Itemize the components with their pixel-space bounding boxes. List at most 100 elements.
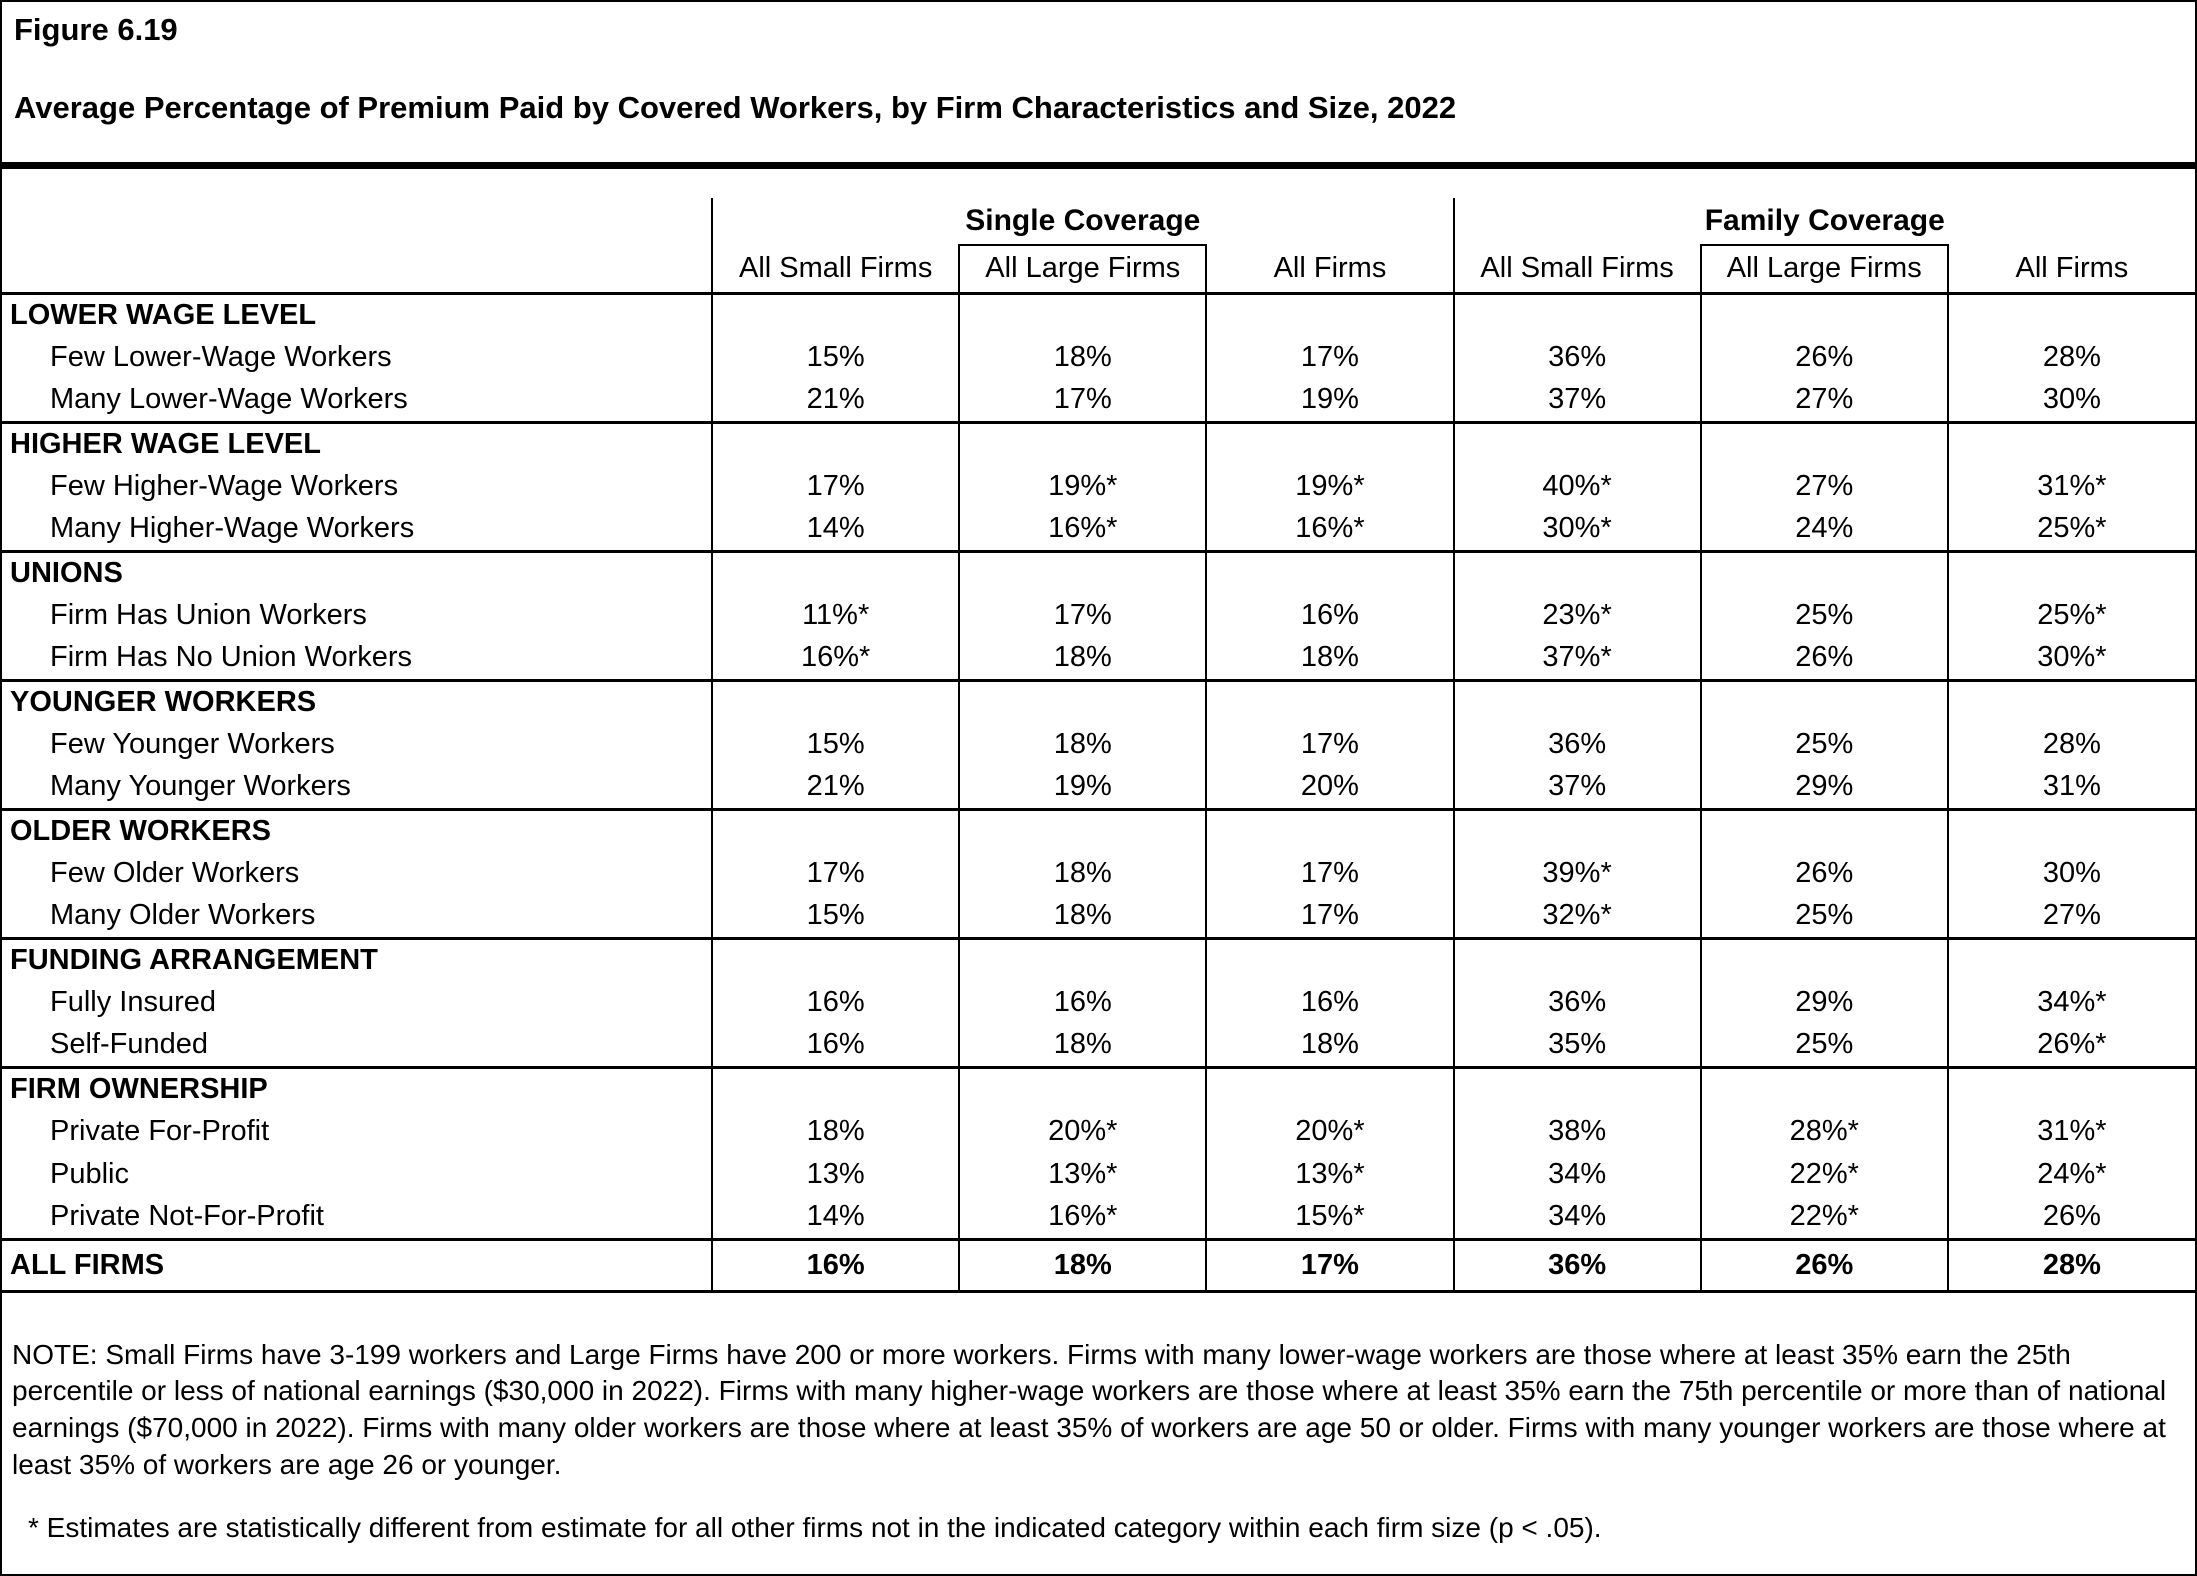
value-cell: 17% [1205, 852, 1454, 895]
table-row: Many Younger Workers 21% 19% 20% 37% 29%… [2, 766, 2195, 809]
row-label: Few Lower-Wage Workers [50, 341, 392, 373]
value-cell: 19%* [958, 465, 1207, 508]
section-header-funding-arrangement: FUNDING ARRANGEMENT [2, 936, 713, 981]
value-cell: 16% [1205, 981, 1454, 1024]
value-cell: 36% [1452, 1237, 1701, 1293]
value-cell: 26% [1946, 1196, 2195, 1239]
empty-cell [1699, 807, 1948, 852]
value-cell: 31% [1946, 766, 2195, 809]
table-row: Many Lower-Wage Workers 21% 17% 19% 37% … [2, 379, 2195, 422]
column-group-row: Single Coverage Family Coverage [2, 198, 2195, 245]
value-cell: 26% [1699, 336, 1948, 379]
empty-cell [958, 807, 1207, 852]
value-cell: 17% [1205, 336, 1454, 379]
value-cell: 30% [1946, 852, 2195, 895]
value-cell: 26%* [1946, 1024, 2195, 1067]
empty-cell [1699, 420, 1948, 465]
empty-cell [711, 807, 960, 852]
value-cell: 21% [711, 766, 960, 809]
empty-cell [2, 245, 713, 294]
value-cell: 20%* [958, 1110, 1207, 1153]
empty-cell [711, 549, 960, 594]
empty-cell [711, 291, 960, 336]
value-cell: 31%* [1946, 465, 2195, 508]
section-header-firm-ownership: FIRM OWNERSHIP [2, 1065, 713, 1110]
table-row: Private For-Profit 18% 20%* 20%* 38% 28%… [2, 1110, 2195, 1153]
section-header-higher-wage-level: HIGHER WAGE LEVEL [2, 420, 713, 465]
value-cell: 15% [711, 336, 960, 379]
section-header-row: YOUNGER WORKERS [2, 678, 2195, 723]
value-cell: 14% [711, 508, 960, 551]
column-group-family-coverage: Family Coverage [1452, 198, 2195, 245]
row-label: Fully Insured [50, 986, 217, 1018]
row-label-all-firms: ALL FIRMS [2, 1237, 713, 1293]
value-cell: 23%* [1452, 594, 1701, 637]
table-row: Firm Has Union Workers 11%* 17% 16% 23%*… [2, 594, 2195, 637]
value-cell: 27% [1699, 379, 1948, 422]
value-cell: 15% [711, 895, 960, 938]
column-header-row: All Small Firms All Large Firms All Firm… [2, 244, 2195, 294]
column-group-single-coverage: Single Coverage [711, 198, 1454, 245]
value-cell: 34% [1452, 1153, 1701, 1196]
value-cell: 26% [1699, 852, 1948, 895]
row-label: Many Older Workers [50, 899, 316, 932]
row-label: Many Higher-Wage Workers [50, 512, 415, 545]
value-cell: 21% [711, 379, 960, 422]
value-cell: 17% [958, 379, 1207, 422]
value-cell: 37% [1452, 379, 1701, 422]
value-cell: 16% [1205, 594, 1454, 637]
value-cell: 28% [1946, 336, 2195, 379]
column-header-family-large: All Large Firms [1699, 244, 1948, 294]
value-cell: 24% [1699, 508, 1948, 551]
value-cell: 17% [711, 465, 960, 508]
empty-cell [1452, 291, 1701, 336]
value-cell: 19%* [1205, 465, 1454, 508]
figure-label: Figure 6.19 [14, 12, 178, 47]
all-firms-row: ALL FIRMS 16% 18% 17% 36% 26% 28% [2, 1237, 2195, 1293]
value-cell: 30%* [1452, 508, 1701, 551]
table-row: Firm Has No Union Workers 16%* 18% 18% 3… [2, 637, 2195, 680]
value-cell: 27% [1946, 895, 2195, 938]
table-row: Many Older Workers 15% 18% 17% 32%* 25% … [2, 895, 2195, 938]
value-cell: 18% [958, 852, 1207, 895]
column-header-single-large: All Large Firms [958, 244, 1207, 294]
empty-cell [958, 549, 1207, 594]
empty-cell [1699, 678, 1948, 723]
section-header-row: OLDER WORKERS [2, 807, 2195, 852]
value-cell: 26% [1699, 637, 1948, 680]
value-cell: 13% [711, 1153, 960, 1196]
column-header-family-small: All Small Firms [1452, 245, 1701, 294]
empty-cell [2, 198, 712, 245]
significance-note: * Estimates are statistically different … [28, 1512, 1602, 1544]
empty-cell [958, 1065, 1207, 1110]
empty-cell [1946, 291, 2195, 336]
source-text: SOURCE: KFF Employer Health Benefits Sur… [12, 1572, 2177, 1574]
table-row: Few Younger Workers 15% 18% 17% 36% 25% … [2, 723, 2195, 766]
row-label: Many Lower-Wage Workers [50, 383, 408, 416]
row-label: Few Younger Workers [50, 728, 335, 760]
value-cell: 16%* [958, 508, 1207, 551]
value-cell: 16% [711, 981, 960, 1024]
section-header-unions: UNIONS [2, 549, 713, 594]
empty-cell [1452, 936, 1701, 981]
empty-cell [1946, 936, 2195, 981]
value-cell: 37% [1452, 766, 1701, 809]
empty-cell [1205, 1065, 1454, 1110]
empty-cell [1205, 936, 1454, 981]
empty-cell [1946, 549, 2195, 594]
value-cell: 30% [1946, 379, 2195, 422]
value-cell: 25% [1699, 895, 1948, 938]
empty-cell [958, 420, 1207, 465]
value-cell: 40%* [1452, 465, 1701, 508]
value-cell: 19% [958, 766, 1207, 809]
value-cell: 29% [1699, 981, 1948, 1024]
value-cell: 22%* [1699, 1196, 1948, 1239]
value-cell: 22%* [1699, 1153, 1948, 1196]
empty-cell [1452, 807, 1701, 852]
value-cell: 36% [1452, 723, 1701, 766]
empty-cell [711, 936, 960, 981]
empty-cell [1452, 1065, 1701, 1110]
row-label: Firm Has No Union Workers [50, 641, 413, 674]
empty-cell [1205, 420, 1454, 465]
value-cell: 34% [1452, 1196, 1701, 1239]
